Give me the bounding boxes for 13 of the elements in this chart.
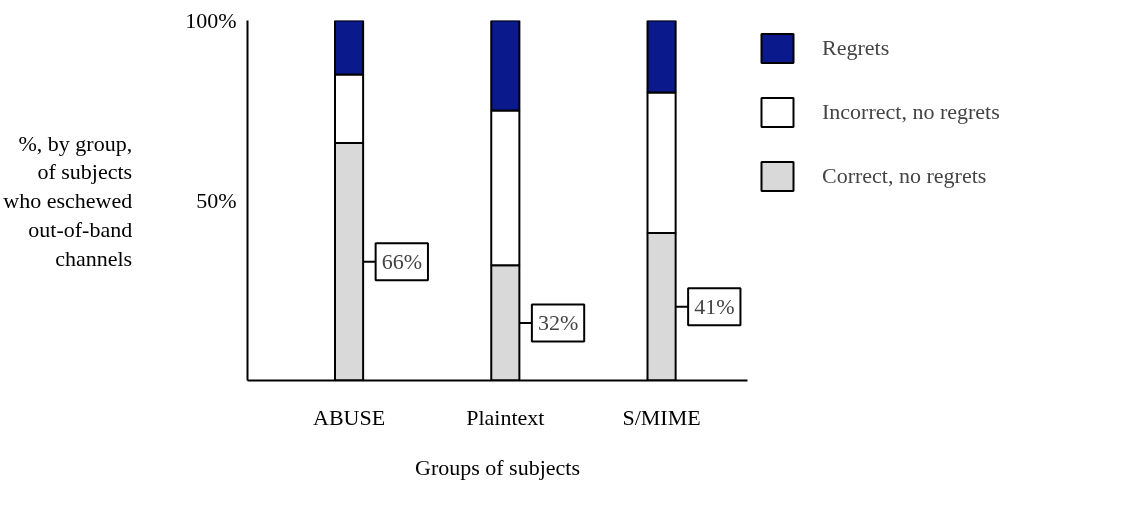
legend-label: Incorrect, no regrets <box>822 99 1000 125</box>
y-tick-label: 50% <box>196 188 237 213</box>
x-axis-title: Groups of subjects <box>415 454 580 480</box>
data-label: 66% <box>381 249 422 275</box>
y-tick-label: 100% <box>185 8 237 33</box>
data-label: 41% <box>694 294 735 320</box>
data-label: 32% <box>537 310 579 336</box>
legend-label: Correct, no regrets <box>822 163 987 189</box>
y-axis-title: %, by group, of subjects who eschewed out-of-band channels <box>3 130 133 271</box>
x-tick-label: S/MIME <box>622 404 701 430</box>
x-tick-label: Plaintext <box>466 404 545 430</box>
legend-label: Regrets <box>822 35 890 61</box>
x-tick-label: ABUSE <box>313 404 386 430</box>
